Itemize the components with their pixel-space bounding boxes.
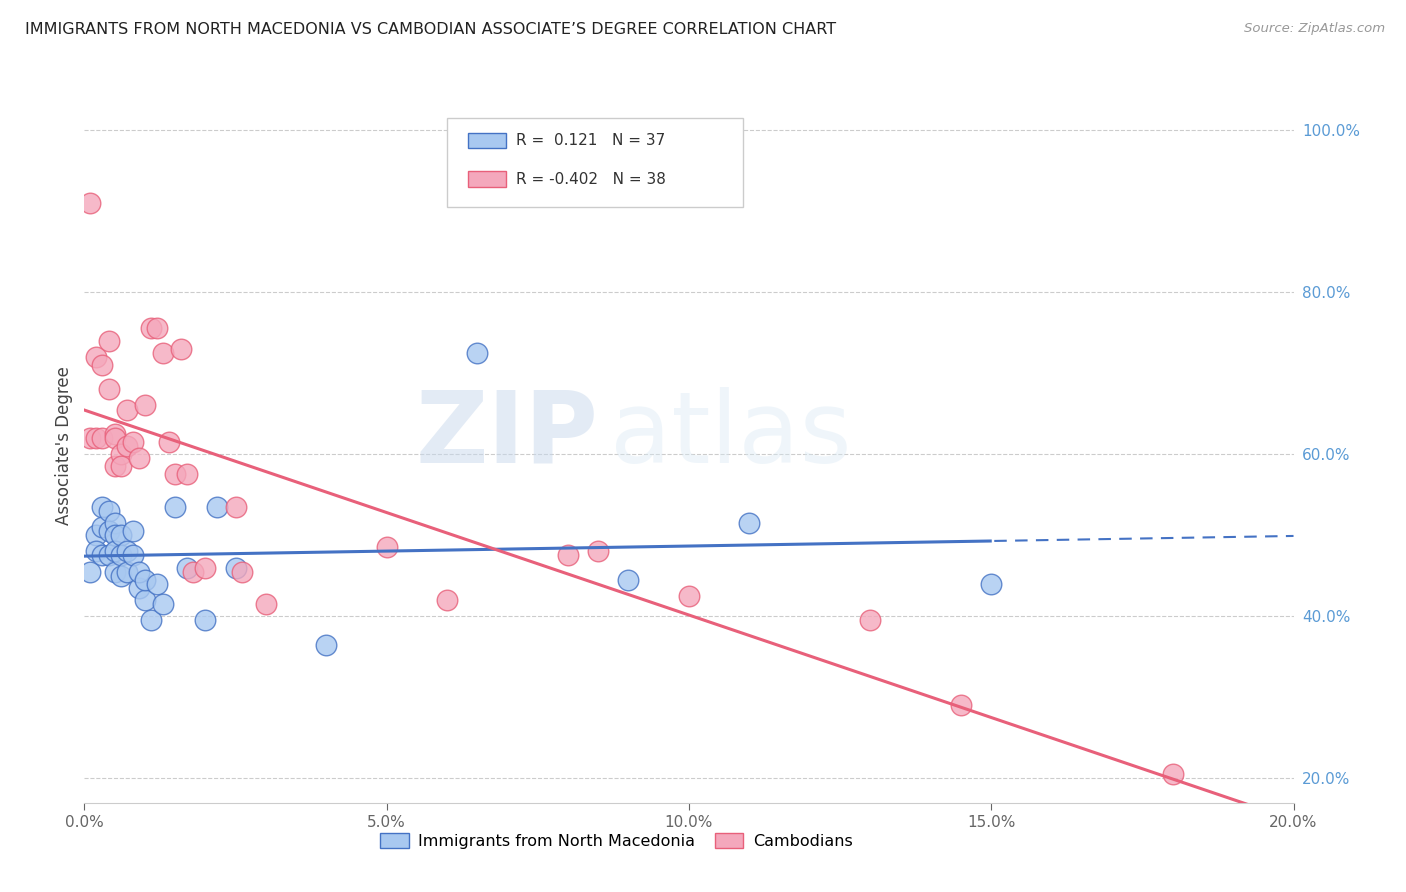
FancyBboxPatch shape: [447, 118, 744, 207]
Legend: Immigrants from North Macedonia, Cambodians: Immigrants from North Macedonia, Cambodi…: [374, 827, 859, 855]
Point: [176, 467, 198, 482]
Point: [225, 560, 247, 574]
Point: [557, 549, 579, 563]
Point: [86, 350, 108, 364]
Point: [165, 467, 187, 482]
Point: [91, 431, 114, 445]
Point: [170, 342, 193, 356]
Point: [678, 589, 700, 603]
Point: [1161, 767, 1184, 781]
Point: [115, 402, 138, 417]
Point: [115, 565, 138, 579]
Point: [254, 597, 277, 611]
Point: [315, 638, 337, 652]
Text: R =  0.121   N = 37: R = 0.121 N = 37: [516, 133, 665, 148]
Point: [104, 431, 127, 445]
Point: [121, 524, 143, 538]
Bar: [468, 133, 506, 148]
Point: [86, 431, 108, 445]
Point: [139, 613, 162, 627]
Point: [97, 334, 120, 348]
Point: [115, 544, 138, 558]
Point: [110, 447, 132, 461]
Y-axis label: Associate's Degree: Associate's Degree: [55, 367, 73, 525]
Point: [128, 565, 150, 579]
Point: [91, 500, 114, 514]
Point: [859, 613, 882, 627]
Point: [176, 560, 198, 574]
Point: [115, 439, 138, 453]
Point: [181, 565, 204, 579]
Point: [79, 195, 101, 210]
Text: IMMIGRANTS FROM NORTH MACEDONIA VS CAMBODIAN ASSOCIATE’S DEGREE CORRELATION CHAR: IMMIGRANTS FROM NORTH MACEDONIA VS CAMBO…: [25, 22, 837, 37]
Point: [91, 549, 114, 563]
Point: [91, 520, 114, 534]
Point: [128, 581, 150, 595]
Point: [128, 451, 150, 466]
Point: [194, 613, 217, 627]
Point: [134, 399, 156, 413]
Point: [91, 358, 114, 372]
Point: [134, 593, 156, 607]
Point: [110, 528, 132, 542]
Point: [231, 565, 253, 579]
Text: atlas: atlas: [610, 387, 852, 483]
Point: [104, 426, 127, 441]
Point: [207, 500, 229, 514]
Point: [86, 528, 108, 542]
Point: [110, 568, 132, 582]
Point: [97, 549, 120, 563]
Point: [950, 698, 973, 713]
Point: [146, 577, 169, 591]
Point: [588, 544, 610, 558]
Point: [104, 544, 127, 558]
Point: [121, 549, 143, 563]
Point: [157, 434, 180, 449]
Point: [86, 544, 108, 558]
Point: [165, 500, 187, 514]
Point: [97, 382, 120, 396]
Point: [121, 434, 143, 449]
Point: [134, 573, 156, 587]
Point: [146, 321, 169, 335]
Text: Source: ZipAtlas.com: Source: ZipAtlas.com: [1244, 22, 1385, 36]
Point: [110, 459, 132, 474]
Text: R = -0.402   N = 38: R = -0.402 N = 38: [516, 171, 666, 186]
Point: [738, 516, 761, 530]
Point: [225, 500, 247, 514]
Point: [375, 541, 398, 555]
Point: [152, 597, 174, 611]
Point: [104, 459, 127, 474]
Point: [436, 593, 458, 607]
Point: [97, 524, 120, 538]
Point: [152, 345, 174, 359]
Bar: [468, 171, 506, 187]
Point: [980, 577, 1002, 591]
Text: ZIP: ZIP: [415, 387, 599, 483]
Point: [617, 573, 640, 587]
Point: [104, 528, 127, 542]
Point: [110, 549, 132, 563]
Point: [97, 504, 120, 518]
Point: [104, 516, 127, 530]
Point: [467, 345, 489, 359]
Point: [79, 431, 101, 445]
Point: [194, 560, 217, 574]
Point: [79, 565, 101, 579]
Point: [139, 321, 162, 335]
Point: [104, 565, 127, 579]
